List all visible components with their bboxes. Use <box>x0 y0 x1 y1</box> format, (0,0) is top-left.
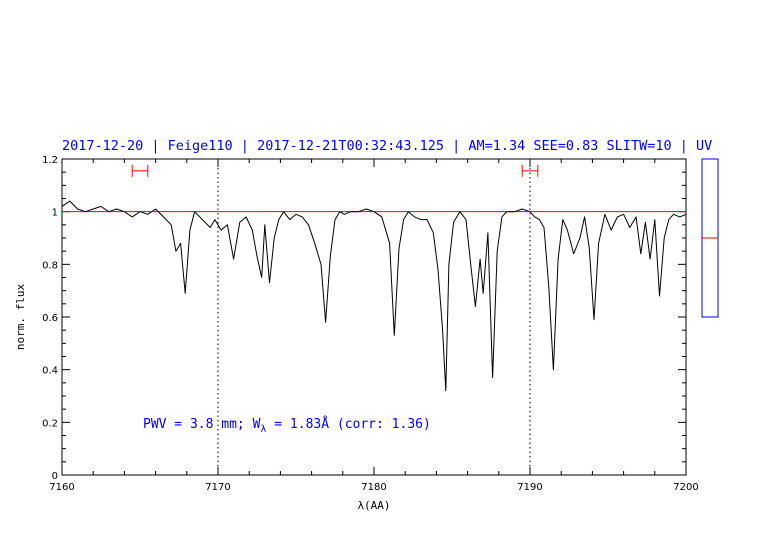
y-axis-label: norm. flux <box>14 284 27 351</box>
reference-lines <box>217 159 531 475</box>
pwv-annotation-subscript: λ <box>260 424 266 435</box>
x-tick-label: 7190 <box>517 482 542 493</box>
x-axis-label: λ(AA) <box>357 499 390 512</box>
y-tick-label: 0.8 <box>42 260 58 271</box>
y-tick-label: 0.6 <box>42 313 58 324</box>
y-tick-label: 0.4 <box>42 366 58 377</box>
x-tick-labels: 7160 7170 7180 7190 7200 <box>49 482 698 493</box>
x-tick-label: 7170 <box>205 482 230 493</box>
spectrum-group <box>61 200 687 392</box>
x-tick-label: 7180 <box>361 482 386 493</box>
x-tick-label: 7160 <box>49 482 74 493</box>
chart-title: 2017-12-20 | Feige110 | 2017-12-21T00:32… <box>62 138 712 154</box>
y-tick-labels: 0 0.2 0.4 0.6 0.8 1 1.2 <box>42 155 58 482</box>
spectrum-line <box>61 200 687 392</box>
continuum-window-markers <box>131 164 539 177</box>
y-tick-label: 0 <box>52 471 58 482</box>
pwv-annotation-suffix: = 1.83Å (corr: 1.36) <box>266 416 430 432</box>
y-tick-label: 0.2 <box>42 418 58 429</box>
pwv-annotation-prefix: PWV = 3.8 mm; W <box>143 417 261 432</box>
pwv-annotation: PWV = 3.8 mm; Wλ = 1.83Å (corr: 1.36) <box>143 416 431 435</box>
y-tick-label: 1 <box>52 208 58 219</box>
x-tick-label: 7200 <box>673 482 698 493</box>
y-tick-label: 1.2 <box>42 155 58 166</box>
